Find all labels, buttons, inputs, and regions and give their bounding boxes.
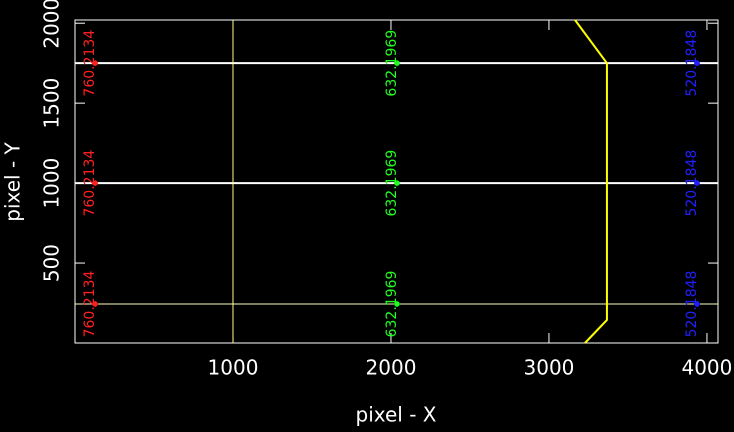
point-label: 632.1969 <box>384 150 400 217</box>
point-label: 760.2134 <box>82 30 98 97</box>
plot-frame <box>74 19 719 344</box>
point <box>92 180 99 187</box>
point <box>693 180 700 187</box>
point <box>393 300 400 307</box>
point-label: 760.2134 <box>82 150 98 217</box>
point <box>693 60 700 67</box>
y-tick-label: 500 <box>40 244 64 282</box>
x-tick-label: 1000 <box>208 356 259 380</box>
point-label: 632.1969 <box>384 30 400 97</box>
y-tick-label: 2000 <box>40 0 64 49</box>
line <box>574 19 608 344</box>
point <box>393 180 400 187</box>
point-label: 760.2134 <box>82 270 98 337</box>
point-label: 520.1848 <box>684 150 700 217</box>
point <box>92 60 99 67</box>
point-label: 520.1848 <box>684 271 700 338</box>
point <box>393 60 400 67</box>
x-tick-label: 2000 <box>366 356 417 380</box>
x-axis-label: pixel - X <box>356 403 437 427</box>
y-tick-label: 1500 <box>40 78 64 129</box>
point-label: 520.1848 <box>684 30 700 97</box>
point <box>693 300 700 307</box>
y-tick-label: 1000 <box>40 158 64 209</box>
point-label: 632.1969 <box>384 271 400 338</box>
point <box>92 300 99 307</box>
x-tick-label: 4000 <box>681 356 732 380</box>
y-axis-label: pixel - Y <box>1 141 25 221</box>
x-tick-label: 3000 <box>524 356 575 380</box>
